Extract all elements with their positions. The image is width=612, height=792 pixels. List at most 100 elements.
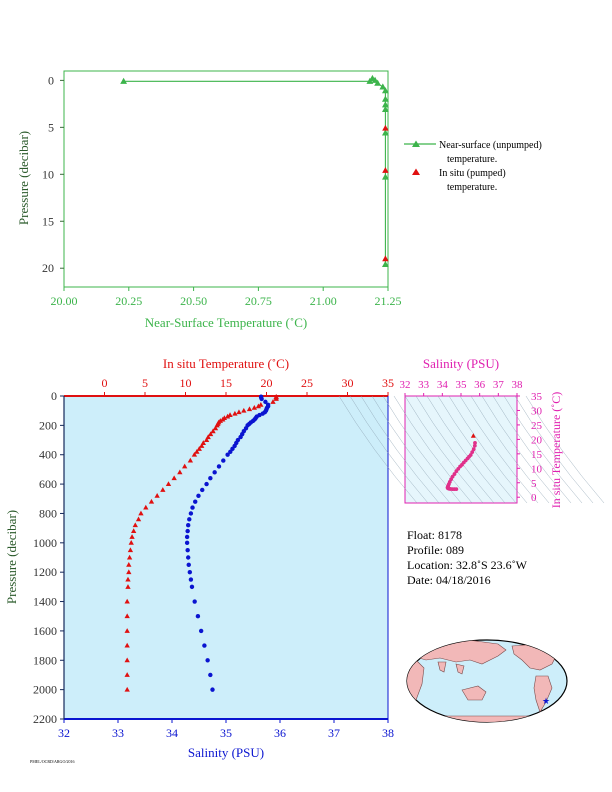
temperature-point <box>124 613 130 619</box>
salinity-point <box>196 493 201 499</box>
ts-density-contour <box>371 395 451 504</box>
ts-x-label: Salinity (PSU) <box>423 356 499 371</box>
temperature-point <box>182 463 188 469</box>
ns-x-tick-label: 20.75 <box>245 294 272 308</box>
profile-ticks: 32 33 34 35 36 37 38 0 5 10 15 20 25 30 35 0 200 400 600 80… <box>33 376 394 740</box>
temperature-point <box>270 399 276 404</box>
salinity-point <box>190 505 195 510</box>
profile-top-title: In situ Temperature (˚C) <box>163 356 289 371</box>
ts-y-tick-label: 35 <box>531 391 543 403</box>
ns-insitu-point <box>382 124 389 131</box>
ts-y-tick-label: 0 <box>531 492 537 504</box>
salinity-point <box>188 577 194 582</box>
pressure-tick-label: 2000 <box>33 683 57 697</box>
temperature-tick-label: 15 <box>220 376 232 390</box>
salinity-tick-label: 34 <box>166 726 178 740</box>
land-south-america <box>533 675 553 713</box>
land-greenland <box>547 640 563 651</box>
salinity-point <box>187 517 192 522</box>
ts-density-contour <box>349 395 429 504</box>
ts-density-contour <box>426 395 506 504</box>
pressure-tick-label: 400 <box>39 448 57 462</box>
legend-label-near-surface-1: Near-surface (unpumped) <box>439 140 542 151</box>
location: Location: 32.8˚S 23.6˚W <box>407 558 528 572</box>
temperature-point <box>126 554 133 560</box>
ns-x-tick-label: 21.00 <box>310 294 337 308</box>
temperature-point <box>241 407 247 413</box>
legend-marker-near-surface <box>412 140 420 147</box>
ts-density-contour <box>415 395 495 504</box>
ts-y-tick-label: 5 <box>531 478 537 490</box>
profile-chart: 32 33 34 35 36 37 38 0 5 10 15 20 25 30 35 0 200 400 600 80… <box>4 356 394 760</box>
pressure-tick-label: 1400 <box>33 595 57 609</box>
ns-x-tick-label: 20.00 <box>51 294 78 308</box>
salinity-tick-label: 38 <box>382 726 394 740</box>
ts-x-tick-label: 34 <box>437 379 449 391</box>
land-australia <box>461 685 487 701</box>
salinity-point <box>225 452 230 457</box>
ns-y-tick-label: 20 <box>42 261 54 275</box>
salinity-point <box>195 614 201 619</box>
ts-density-contour <box>514 395 594 504</box>
ts-density-contour <box>459 395 539 504</box>
ns-near-surface-point <box>381 87 389 94</box>
profile-temperature-series <box>124 393 279 692</box>
temperature-tick-label: 5 <box>142 376 148 390</box>
pressure-tick-label: 2200 <box>33 712 57 726</box>
float-number: Float: 8178 <box>407 528 462 542</box>
ns-y-tick-label: 15 <box>42 214 54 228</box>
near-surface-y-label: Pressure (decibar) <box>16 131 31 225</box>
temperature-point <box>148 498 155 504</box>
temperature-point <box>129 534 135 539</box>
temperature-point <box>246 406 253 412</box>
ts-density-contour <box>382 395 462 504</box>
float-info: Float: 8178 Profile: 089 Location: 32.8˚… <box>407 528 528 587</box>
date: Date: 04/18/2016 <box>407 573 491 587</box>
temperature-point <box>124 598 130 604</box>
temperature-point <box>135 516 142 522</box>
salinity-point <box>208 672 213 678</box>
salinity-point <box>259 396 264 402</box>
temperature-point <box>165 481 172 487</box>
salinity-point <box>204 481 209 487</box>
temperature-point <box>124 657 130 663</box>
profile-y-label: Pressure (decibar) <box>4 510 19 604</box>
footer-credit: PMEL/OCRD/ARGO/2016 <box>30 759 74 764</box>
legend-marker-insitu <box>412 168 420 175</box>
temperature-point <box>160 487 166 492</box>
temperature-point <box>127 547 134 553</box>
temperature-point <box>191 451 198 457</box>
salinity-point <box>184 534 190 540</box>
salinity-tick-label: 32 <box>58 726 70 740</box>
salinity-point <box>198 628 204 634</box>
near-surface-legend: Near-surface (unpumped) temperature. In … <box>404 140 542 193</box>
temperature-point <box>236 409 242 415</box>
ns-x-tick-label: 20.25 <box>115 294 142 308</box>
temperature-point <box>212 425 219 431</box>
ts-density-contour <box>481 395 561 504</box>
salinity-point <box>186 555 191 560</box>
temperature-point <box>187 457 194 463</box>
ns-y-tick-label: 0 <box>48 73 54 87</box>
ts-x-tick-label: 38 <box>512 379 524 391</box>
ts-point <box>472 443 477 448</box>
salinity-point <box>186 562 191 568</box>
near-surface-chart: 20.00 20.25 20.50 20.75 21.00 21.25 0 5 10 15 20 N… <box>16 70 402 330</box>
pressure-tick-label: 1200 <box>33 565 57 579</box>
temperature-point <box>224 413 231 419</box>
temperature-point <box>124 686 130 692</box>
ts-density-contour <box>393 395 473 504</box>
temperature-point <box>154 493 160 498</box>
salinity-point <box>228 449 233 454</box>
temperature-point <box>132 522 138 528</box>
salinity-point <box>185 547 190 553</box>
salinity-point <box>205 658 210 663</box>
ts-points <box>445 433 477 492</box>
salinity-point <box>192 599 197 604</box>
temperature-point <box>126 562 132 567</box>
temperature-point <box>196 446 202 451</box>
ts-point <box>454 469 459 474</box>
ns-near-surface-point <box>379 83 387 90</box>
pressure-tick-label: 800 <box>39 506 57 520</box>
